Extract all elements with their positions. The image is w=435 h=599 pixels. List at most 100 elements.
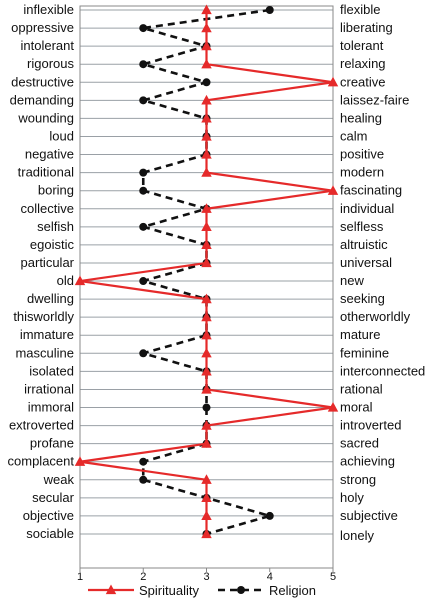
- left-pole-label: egoistic: [30, 237, 75, 252]
- left-pole-label: immoral: [28, 400, 74, 415]
- data-point-marker: [201, 311, 212, 322]
- right-pole-label: otherworldly: [340, 309, 411, 324]
- data-point-marker: [327, 402, 339, 412]
- data-point-marker: [201, 40, 212, 51]
- left-pole-label: selfish: [37, 219, 74, 234]
- right-pole-label: calm: [340, 128, 367, 143]
- right-pole-label: selfless: [340, 219, 384, 234]
- series-line: [78, 10, 335, 534]
- data-point-marker: [327, 76, 339, 87]
- right-pole-label: laissez-faire: [340, 92, 409, 107]
- series-layer: [74, 4, 339, 539]
- legend-label: Religion: [269, 583, 316, 598]
- data-point-marker: [202, 78, 211, 87]
- data-point-marker: [201, 221, 212, 231]
- left-pole-label: traditional: [18, 165, 74, 180]
- left-pole-label: complacent: [8, 454, 75, 469]
- data-point-marker: [201, 438, 212, 448]
- left-pole-label: objective: [23, 508, 74, 523]
- left-pole-label: dwelling: [27, 291, 74, 306]
- data-point-marker: [201, 474, 212, 484]
- left-pole-label: extroverted: [9, 418, 74, 433]
- data-point-marker: [139, 475, 148, 484]
- data-point-marker: [139, 186, 148, 195]
- x-tick-label: 5: [330, 571, 336, 583]
- right-pole-label: new: [340, 273, 364, 288]
- data-point-marker: [201, 149, 212, 159]
- right-pole-labels: flexible liberating tolerant relaxing creati…: [340, 2, 425, 543]
- left-pole-label: collective: [21, 201, 74, 216]
- right-pole-label: mature: [340, 327, 380, 342]
- data-point-marker: [201, 528, 212, 539]
- data-point-marker: [201, 4, 212, 15]
- data-point-marker: [265, 511, 274, 520]
- left-pole-label: demanding: [10, 92, 74, 107]
- left-pole-label: thisworldly: [13, 309, 74, 324]
- legend-marker: [105, 584, 117, 595]
- data-point-marker: [201, 383, 212, 394]
- data-point-marker: [139, 222, 148, 231]
- right-pole-label: healing: [340, 110, 382, 125]
- data-point-marker: [201, 492, 212, 502]
- data-point-marker: [74, 456, 86, 466]
- x-tick-label: 2: [140, 571, 146, 583]
- data-point-marker: [201, 167, 212, 177]
- data-point-marker: [139, 60, 148, 69]
- legend-item-spirituality: Spirituality: [88, 583, 199, 598]
- right-pole-label: tolerant: [340, 38, 384, 53]
- data-point-marker: [201, 347, 212, 358]
- legend-item-religion: Religion: [218, 583, 316, 598]
- data-point-marker: [202, 403, 211, 412]
- x-tick-label: 3: [203, 571, 209, 583]
- data-point-marker: [201, 203, 212, 213]
- data-point-marker: [201, 257, 212, 268]
- data-point-marker: [139, 277, 148, 286]
- right-pole-label: moral: [340, 400, 373, 415]
- left-pole-label: boring: [38, 183, 74, 198]
- left-pole-label: isolated: [29, 363, 74, 378]
- data-point-marker: [139, 96, 148, 105]
- data-point-marker: [327, 185, 339, 195]
- left-pole-label: immature: [20, 327, 74, 342]
- right-pole-label: achieving: [340, 454, 395, 469]
- data-point-marker: [201, 420, 212, 430]
- data-point-marker: [139, 24, 148, 33]
- right-pole-label: sacred: [340, 436, 379, 451]
- data-point-marker: [139, 168, 148, 177]
- left-pole-label: old: [57, 273, 74, 288]
- left-pole-label: oppressive: [11, 20, 74, 35]
- x-tick-label: 4: [267, 571, 273, 583]
- right-pole-label: seeking: [340, 291, 385, 306]
- right-pole-label: interconnected: [340, 363, 425, 378]
- left-pole-label: inflexible: [23, 2, 74, 17]
- legend-marker: [237, 586, 245, 594]
- data-point-marker: [201, 130, 212, 141]
- right-pole-label: flexible: [340, 2, 380, 17]
- x-axis-ticks: 1 2 3 4 5: [77, 568, 336, 583]
- left-pole-label: sociable: [26, 526, 74, 541]
- data-point-marker: [201, 22, 212, 33]
- left-pole-label: negative: [25, 147, 74, 162]
- series-religion: [139, 6, 274, 538]
- right-pole-label: introverted: [340, 418, 401, 433]
- data-point-marker: [265, 6, 274, 14]
- right-pole-label: fascinating: [340, 183, 402, 198]
- left-pole-label: intolerant: [21, 38, 75, 53]
- left-pole-label: masculine: [15, 345, 74, 360]
- right-pole-label: strong: [340, 472, 376, 487]
- data-point-marker: [201, 94, 212, 105]
- right-pole-label: holy: [340, 490, 364, 505]
- x-tick-label: 1: [77, 571, 83, 583]
- left-pole-labels: inflexible oppressive intolerant rigorous de…: [8, 2, 75, 541]
- right-pole-label: subjective: [340, 508, 398, 523]
- left-pole-label: wounding: [17, 110, 74, 125]
- right-pole-label: rational: [340, 381, 383, 396]
- data-point-marker: [201, 58, 212, 69]
- legend: Spirituality Religion: [88, 583, 316, 598]
- left-pole-label: destructive: [11, 74, 74, 89]
- right-pole-label: creative: [340, 74, 386, 89]
- data-point-marker: [201, 329, 212, 340]
- legend-label: Spirituality: [139, 583, 199, 598]
- left-pole-label: secular: [32, 490, 75, 505]
- right-pole-label: modern: [340, 165, 384, 180]
